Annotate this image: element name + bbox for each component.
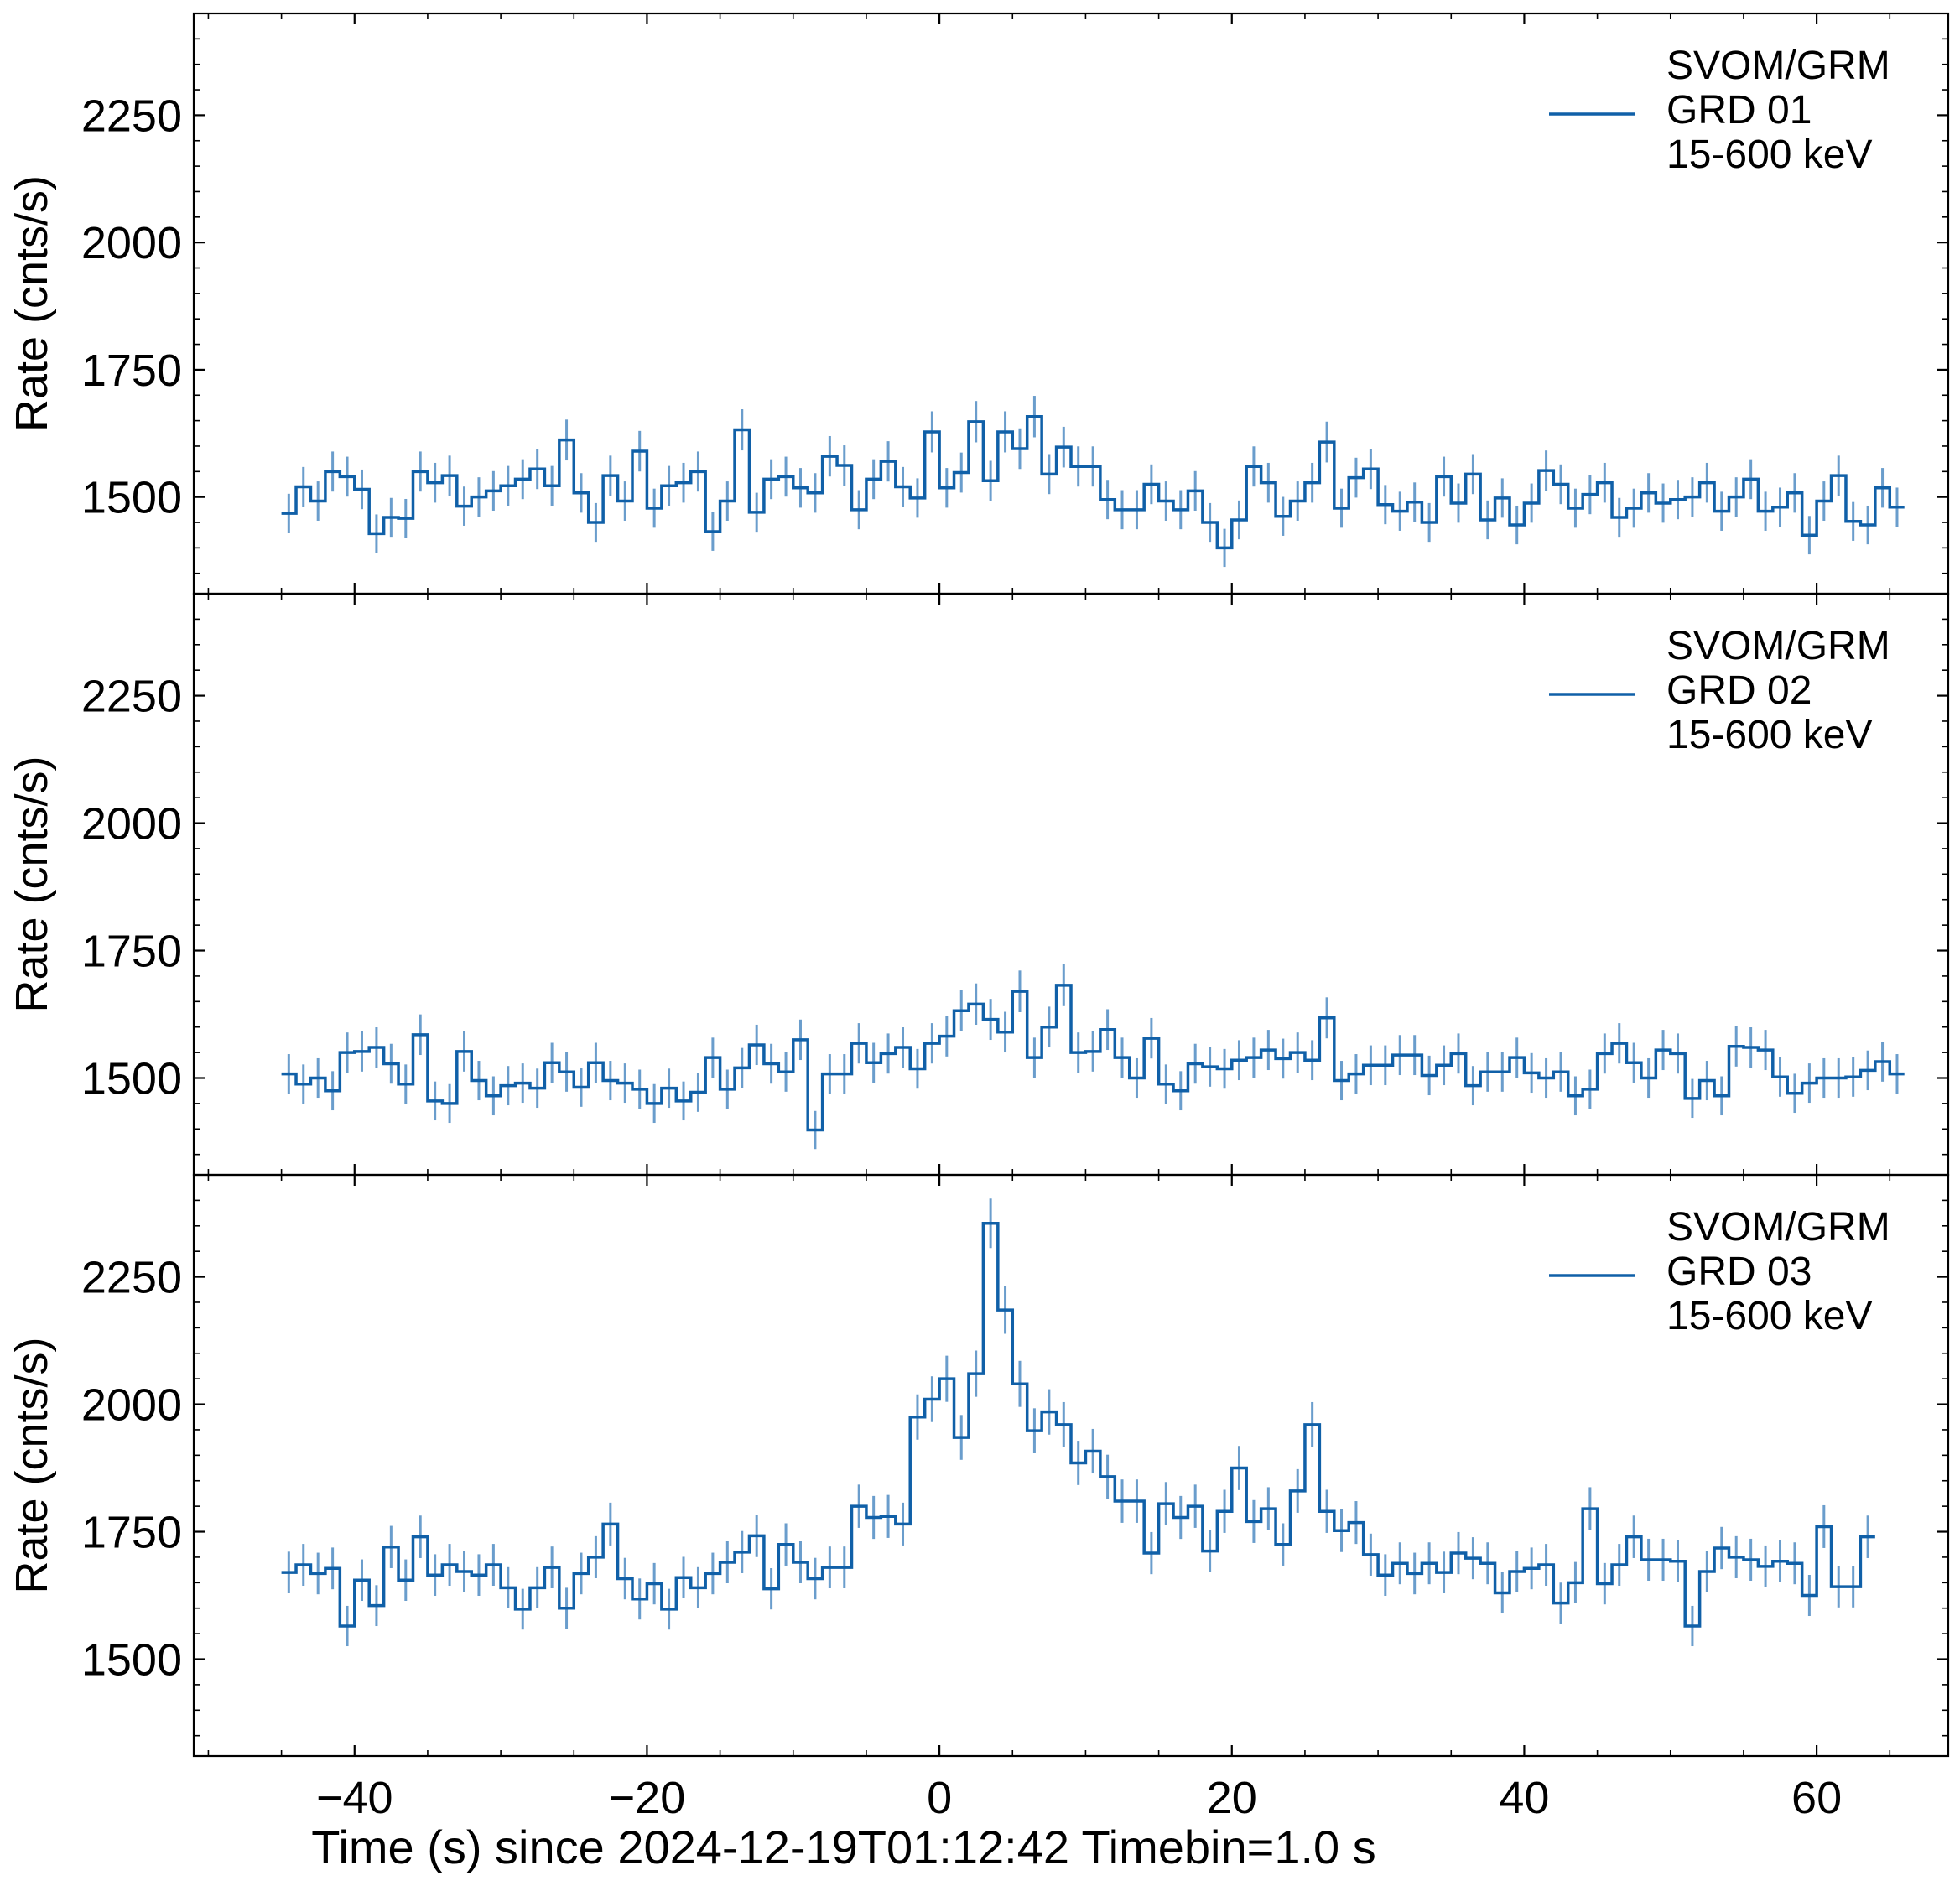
y-tick-label: 1750 bbox=[81, 927, 182, 977]
x-axis-label: Time (s) since 2024-12-19T01:12:42 Timeb… bbox=[311, 1821, 1375, 1873]
legend-text: GRD 03 bbox=[1666, 1250, 1812, 1294]
axes-frame bbox=[192, 1173, 1950, 1758]
legend-text: 15-600 keV bbox=[1666, 713, 1873, 757]
y-tick-label: 2250 bbox=[81, 1253, 182, 1303]
x-tick-label: 0 bbox=[927, 1773, 952, 1823]
x-tick-label: −20 bbox=[609, 1773, 686, 1823]
y-tick-label: 1500 bbox=[81, 473, 182, 523]
panel-1: 1500 1750 2000 2250 Rate (cnts/s) SVOM/GRMGRD… bbox=[7, 12, 1950, 595]
x-tick-label: 20 bbox=[1207, 1773, 1257, 1823]
y-tick-label: 2250 bbox=[81, 672, 182, 722]
y-tick-label: 1500 bbox=[81, 1054, 182, 1104]
legend-text: GRD 01 bbox=[1666, 88, 1812, 132]
rate-step-line bbox=[281, 984, 1905, 1132]
panel-3: 1500 1750 2000 2250 −40 −20 0 20 40 60 Rate (cnts/… bbox=[7, 1173, 1950, 1823]
y-tick-label: 1750 bbox=[81, 1508, 182, 1558]
y-axis-label: Rate (cnts/s) bbox=[7, 756, 57, 1012]
legend-text: GRD 02 bbox=[1666, 668, 1812, 713]
panel-2: 1500 1750 2000 2250 Rate (cnts/s) SVOM/GRMGRD… bbox=[7, 592, 1950, 1177]
y-tick-label: 2000 bbox=[81, 1380, 182, 1431]
y-tick-label: 1500 bbox=[81, 1635, 182, 1686]
y-axis-label: Rate (cnts/s) bbox=[7, 1337, 57, 1593]
legend-text: 15-600 keV bbox=[1666, 132, 1873, 177]
legend-text: SVOM/GRM bbox=[1666, 624, 1890, 668]
y-tick-label: 2000 bbox=[81, 218, 182, 268]
y-tick-label: 2250 bbox=[81, 91, 182, 141]
legend-text: 15-600 keV bbox=[1666, 1294, 1873, 1338]
x-tick-label: 40 bbox=[1499, 1773, 1549, 1823]
ticks bbox=[194, 1174, 1948, 1756]
ticks bbox=[194, 13, 1948, 594]
y-tick-label: 2000 bbox=[81, 799, 182, 849]
rate-step-line bbox=[281, 415, 1905, 550]
legend-text: SVOM/GRM bbox=[1666, 1205, 1890, 1250]
y-axis-label: Rate (cnts/s) bbox=[7, 175, 57, 432]
legend-text: SVOM/GRM bbox=[1666, 44, 1890, 88]
x-tick-label: −40 bbox=[316, 1773, 393, 1823]
x-tick-label: 60 bbox=[1791, 1773, 1842, 1823]
rate-step-line bbox=[281, 1222, 1875, 1628]
y-tick-label: 1750 bbox=[81, 346, 182, 396]
